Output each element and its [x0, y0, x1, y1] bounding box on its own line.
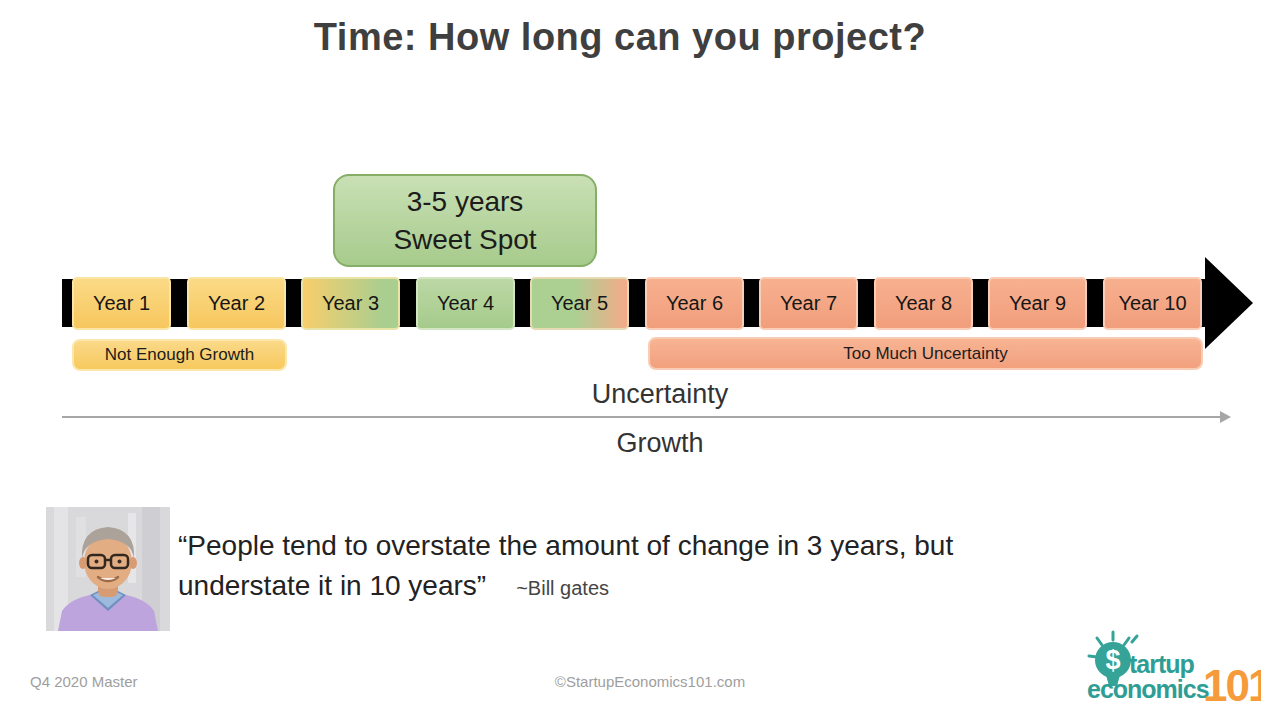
bill-gates-photo-art: [46, 507, 170, 631]
logo-word2: economics: [1087, 675, 1209, 703]
timeline-year-10: Year 10: [1103, 277, 1202, 330]
startup-economics-logo: $ tartup economics 101: [1085, 624, 1261, 716]
sweet-spot-callout: 3-5 years Sweet Spot: [333, 174, 597, 267]
slide-title: Time: How long can you project?: [0, 16, 1240, 59]
timeline-year-3: Year 3: [301, 277, 400, 330]
timeline-year-1: Year 1: [72, 277, 171, 330]
timeline-year-7: Year 7: [759, 277, 858, 330]
not-enough-growth-label: Not Enough Growth: [72, 339, 287, 371]
logo-dollar-glyph: $: [1105, 645, 1120, 675]
timeline-arrowhead: [1205, 257, 1253, 349]
too-much-uncertainty-label: Too Much Uncertainty: [648, 337, 1203, 370]
timeline-year-4: Year 4: [416, 277, 515, 330]
timeline-year-8: Year 8: [874, 277, 973, 330]
axis-label-uncertainty: Uncertainty: [80, 379, 1240, 410]
sweet-spot-line1: 3-5 years: [407, 183, 524, 221]
timeline-year-6: Year 6: [645, 277, 744, 330]
bill-gates-photo: [46, 507, 170, 631]
axis-line: [62, 416, 1220, 418]
timeline-year-2: Year 2: [187, 277, 286, 330]
axis-arrow-icon: [1220, 411, 1231, 423]
sweet-spot-line2: Sweet Spot: [393, 221, 536, 259]
logo-number: 101: [1203, 661, 1261, 710]
slide: Time: How long can you project? 3-5 year…: [0, 0, 1280, 720]
timeline-year-9: Year 9: [988, 277, 1087, 330]
startup-economics-logo-art: $ tartup economics 101: [1085, 624, 1261, 716]
axis-label-growth: Growth: [80, 428, 1240, 459]
logo-word1: tartup: [1129, 650, 1195, 678]
timeline-year-5: Year 5: [530, 277, 629, 330]
quote-attribution: ~Bill gates: [516, 577, 609, 599]
quote-block: “People tend to overstate the amount of …: [178, 526, 1083, 606]
